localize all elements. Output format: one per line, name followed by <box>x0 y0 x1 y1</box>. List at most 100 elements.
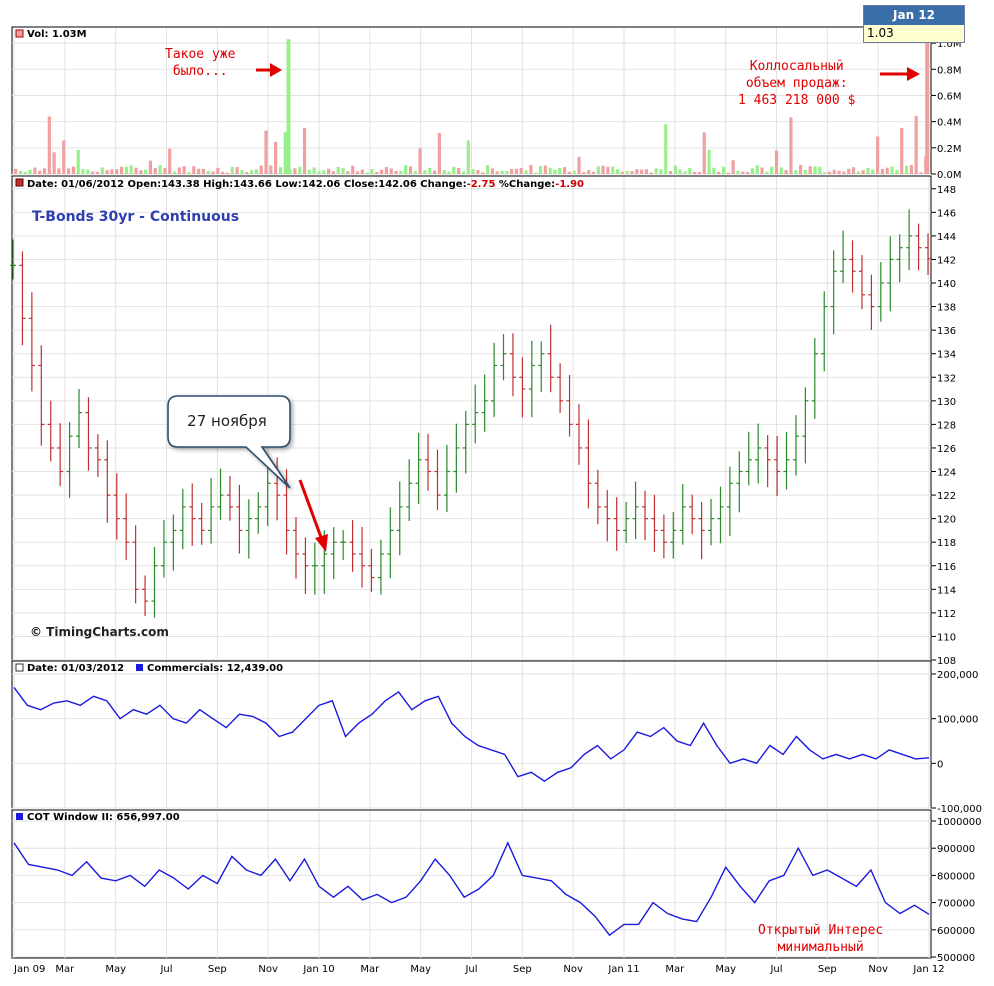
price-gridlines <box>12 177 931 661</box>
volume-bar <box>418 148 422 174</box>
volume-bar <box>293 168 297 174</box>
volume-bar <box>668 170 673 174</box>
y-tick-label: 112 <box>937 609 956 620</box>
cot-legend: COT Window II: 656,997.00 <box>27 812 180 823</box>
volume-bar <box>91 171 95 174</box>
volume-bar <box>278 167 283 174</box>
y-tick-label: 128 <box>937 420 956 431</box>
callout-text: 27 ноября <box>187 412 267 430</box>
price-legend-pct-change: -1.90 <box>555 179 584 190</box>
volume-bar <box>904 165 909 174</box>
commercials-gridlines <box>12 662 931 809</box>
volume-bar <box>606 166 610 174</box>
volume-bar <box>688 168 692 174</box>
volume-spike-bar <box>286 39 291 174</box>
volume-bar <box>172 171 177 174</box>
volume-bar <box>206 170 210 174</box>
volume-bar <box>360 169 364 174</box>
y-tick-label: 0.8M <box>937 65 962 76</box>
price-legend-change: -2.75 <box>467 179 496 190</box>
volume-bar <box>880 168 885 174</box>
volume-bar <box>100 167 104 174</box>
volume-bar <box>635 169 639 174</box>
volume-bar <box>249 170 254 174</box>
volume-bar <box>139 170 143 174</box>
volume-bar <box>697 171 702 174</box>
volume-bar <box>370 169 374 174</box>
volume-legend-swatch <box>15 29 24 38</box>
volume-bar <box>408 166 413 174</box>
volume-bar <box>254 169 258 174</box>
volume-bar <box>62 140 66 174</box>
volume-bar <box>119 166 124 174</box>
volume-bar <box>673 165 677 174</box>
volume-bar <box>52 152 56 174</box>
volume-bar <box>461 171 466 174</box>
price-chart-title: T-Bonds 30yr - Continuous <box>32 209 239 225</box>
price-bars <box>10 209 931 618</box>
y-tick-label: 108 <box>937 656 956 667</box>
volume-bar <box>837 170 841 174</box>
copyright-text: © TimingCharts.com <box>30 625 169 639</box>
volume-bar <box>596 166 600 174</box>
volume-bar <box>327 168 331 174</box>
volume-bar <box>466 140 470 174</box>
volume-bar <box>847 168 851 174</box>
y-tick-label: 132 <box>937 373 956 384</box>
x-tick-label: Sep <box>513 964 532 975</box>
volume-bar <box>182 166 186 174</box>
y-tick-label: 114 <box>937 585 956 596</box>
volume-bar <box>625 170 629 174</box>
volume-bar <box>890 166 894 174</box>
volume-bar <box>572 170 576 174</box>
volume-panel: 0.0M 0.2M 0.4M 0.6M 0.8M 1.0M Vol: 1.03M <box>11 26 962 181</box>
x-tick-label: Jan 11 <box>607 964 639 975</box>
volume-bar <box>548 167 552 174</box>
volume-bar <box>567 171 572 174</box>
volume-bar <box>876 136 880 174</box>
volume-bar <box>866 167 870 174</box>
y-tick-label: 1.0M <box>937 39 962 50</box>
volume-bar <box>856 171 860 174</box>
price-legend-pct-label: %Change: <box>495 179 555 190</box>
volume-bar <box>115 169 119 174</box>
volume-bar <box>86 169 90 174</box>
volume-bar <box>322 170 326 174</box>
volume-bar <box>794 170 798 174</box>
volume-bars <box>14 39 930 174</box>
arrow-down-icon <box>298 479 324 541</box>
volume-bar <box>538 166 543 174</box>
volume-bar <box>558 168 562 174</box>
volume-bar <box>201 168 206 174</box>
volume-bar <box>746 171 750 174</box>
volume-bar <box>640 169 644 174</box>
y-tick-label: 140 <box>937 279 956 290</box>
volume-bar <box>47 116 51 174</box>
volume-bar <box>336 166 340 174</box>
volume-bar <box>900 127 904 174</box>
volume-bar <box>307 169 311 174</box>
y-tick-label: 0.6M <box>937 91 962 102</box>
volume-bar <box>380 169 384 174</box>
volume-bar <box>168 148 172 174</box>
volume-bar <box>885 167 889 174</box>
price-panel: 108 110 112 114 116 118 120 122 124 126 128 130 132 1… <box>10 175 956 667</box>
volume-bar <box>442 170 446 174</box>
callout-bubble <box>167 395 291 489</box>
volume-bar <box>230 166 234 174</box>
volume-bar <box>721 166 726 174</box>
x-tick-label: Jul <box>769 964 782 975</box>
commercials-date-swatch <box>15 663 24 672</box>
volume-bar <box>235 167 239 174</box>
date-popup-header: Jan 12 <box>864 6 964 25</box>
x-tick-label: Jul <box>159 964 172 975</box>
x-tick-label: Mar <box>665 964 685 975</box>
volume-bar <box>302 127 307 174</box>
volume-bar <box>919 172 923 174</box>
y-tick-label: 144 <box>937 232 956 243</box>
date-popup-value: 1.03 <box>867 26 894 40</box>
y-tick-label: 122 <box>937 491 956 502</box>
volume-bar <box>274 141 278 174</box>
volume-bar <box>505 170 509 174</box>
commercials-panel: -100,000 0 100,000 200,000 Date: 01/03/2012… <box>11 660 982 815</box>
